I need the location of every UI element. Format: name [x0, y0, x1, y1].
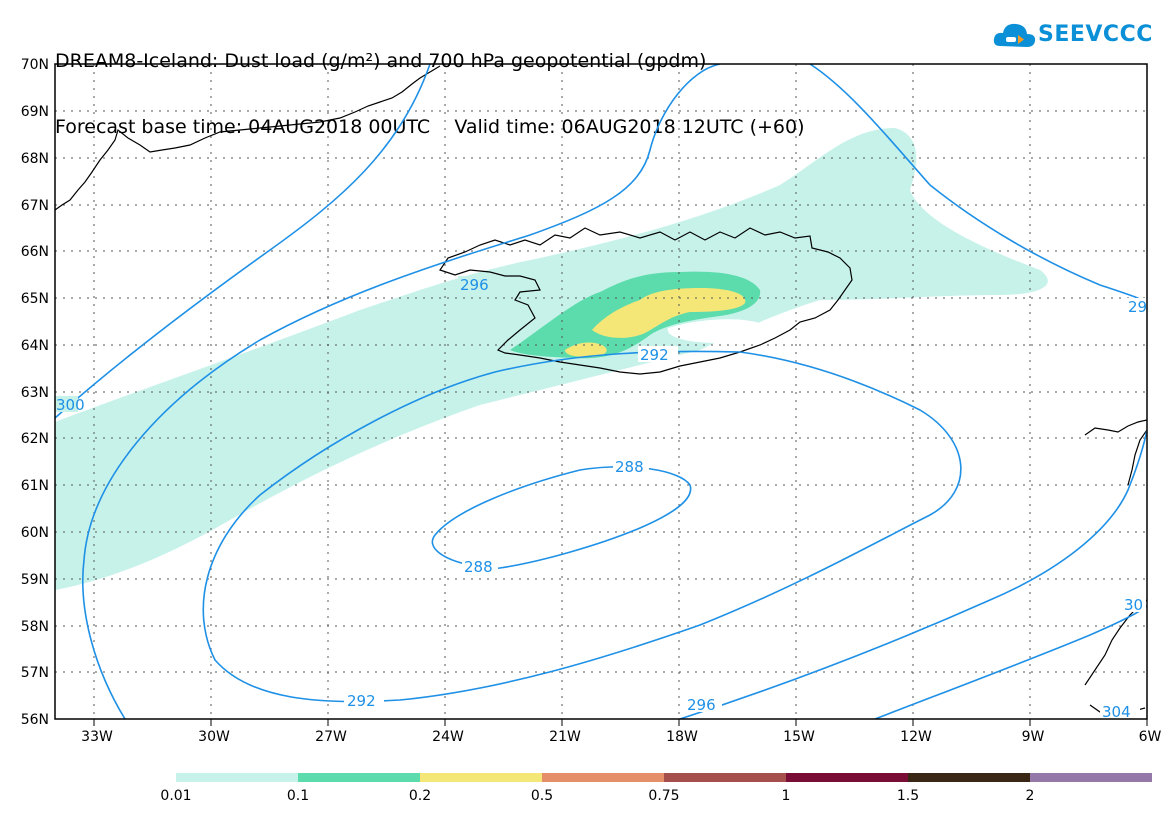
legend-label: 0.5	[531, 788, 553, 804]
plot-area: 300 296 292 288 288 292 296 29 304 30	[55, 64, 1147, 721]
lat-label: 58N	[21, 619, 49, 635]
contour-label-296: 296	[460, 276, 489, 294]
cloud-icon	[993, 23, 1036, 47]
lat-label: 59N	[21, 572, 49, 588]
contour-292-north	[809, 64, 1147, 306]
contour-288	[431, 466, 692, 570]
legend-swatch	[664, 773, 786, 782]
iceland-coast	[439, 227, 853, 375]
lat-label: 60N	[21, 525, 49, 541]
lat-label: 56N	[21, 712, 49, 728]
contour-label-29-east: 29	[1128, 298, 1147, 316]
lon-label: 21W	[549, 729, 581, 745]
logo-text: SEEVCCC	[1038, 22, 1153, 47]
geopotential-contours	[55, 64, 1147, 719]
legend-label: 0.75	[648, 788, 679, 804]
dust-area-0.01	[55, 128, 1048, 590]
faroe-shetland-coast	[1084, 419, 1147, 436]
lat-label: 57N	[21, 665, 49, 681]
dust-legend: 0.01 0.1 0.2 0.5 0.75 1 1.5 2	[160, 773, 1152, 804]
lat-label: 64N	[21, 338, 49, 354]
norway-coast	[1127, 429, 1147, 486]
contour-296-west	[82, 64, 721, 719]
lon-label: 18W	[666, 729, 698, 745]
contour-292-loop	[202, 350, 962, 703]
lon-label: 30W	[198, 729, 230, 745]
contour-label-300: 300	[56, 396, 85, 414]
legend-label: 1.5	[897, 788, 919, 804]
lat-label: 65N	[21, 291, 49, 307]
plot-frame	[54, 63, 1148, 720]
legend-swatch	[786, 773, 908, 782]
contour-labels: 300 296 292 288 288 292 296 29 304 30	[55, 276, 1147, 721]
lon-label: 6W	[1139, 729, 1162, 745]
lon-label: 12W	[900, 729, 932, 745]
lat-label: 69N	[21, 104, 49, 120]
lon-label: 33W	[81, 729, 113, 745]
legend-swatch	[1030, 773, 1152, 782]
scotland-coast	[1084, 599, 1147, 716]
lat-label: 63N	[21, 385, 49, 401]
contour-label-30-east: 30	[1124, 596, 1143, 614]
lat-label: 70N	[21, 57, 49, 73]
lat-label: 62N	[21, 431, 49, 447]
contour-label-288-south: 288	[464, 558, 493, 576]
legend-label: 2	[1026, 788, 1035, 804]
dust-area-0.2-south	[565, 342, 607, 357]
legend-label: 1	[782, 788, 791, 804]
dust-area-0.2	[592, 288, 746, 338]
legend-label: 0.2	[409, 788, 431, 804]
lon-label: 27W	[315, 729, 347, 745]
contour-300-southeast	[874, 605, 1147, 719]
lon-label: 15W	[783, 729, 815, 745]
contour-label-296-south: 296	[687, 696, 716, 714]
contour-296-southeast	[679, 429, 1147, 719]
lon-label: 24W	[432, 729, 464, 745]
lat-label: 61N	[21, 478, 49, 494]
title-block: DREAM8-Iceland: Dust load (g/m²) and 700…	[55, 6, 805, 160]
legend-label: 0.01	[160, 788, 191, 804]
contour-300	[55, 64, 431, 419]
dust-area-0.01-clear-patch	[667, 319, 766, 343]
contour-label-304: 304	[1102, 703, 1131, 721]
lat-label: 67N	[21, 198, 49, 214]
lon-label: 9W	[1022, 729, 1045, 745]
legend-swatch	[542, 773, 664, 782]
map-title: DREAM8-Iceland: Dust load (g/m²) and 700…	[55, 50, 707, 72]
latitude-labels: 70N 69N 68N 67N 66N 65N 64N 63N 62N 61N …	[21, 57, 49, 728]
lat-label: 66N	[21, 244, 49, 260]
legend-label: 0.1	[287, 788, 309, 804]
contour-label-292-south: 292	[347, 692, 376, 710]
contour-label-288-north: 288	[615, 458, 644, 476]
lat-label: 68N	[21, 151, 49, 167]
seevccc-logo: SEEVCCC	[992, 16, 1152, 60]
greenland-coast	[55, 65, 441, 211]
legend-swatch	[298, 773, 420, 782]
legend-labels: 0.01 0.1 0.2 0.5 0.75 1 1.5 2	[160, 788, 1034, 804]
legend-swatch	[908, 773, 1030, 782]
ticks	[93, 719, 1148, 726]
legend-swatch	[176, 773, 298, 782]
legend-swatch	[420, 773, 542, 782]
contour-label-292-north: 292	[640, 346, 669, 364]
longitude-labels: 33W 30W 27W 24W 21W 18W 15W 12W 9W 6W	[81, 729, 1161, 745]
legend-swatches	[176, 773, 1152, 782]
